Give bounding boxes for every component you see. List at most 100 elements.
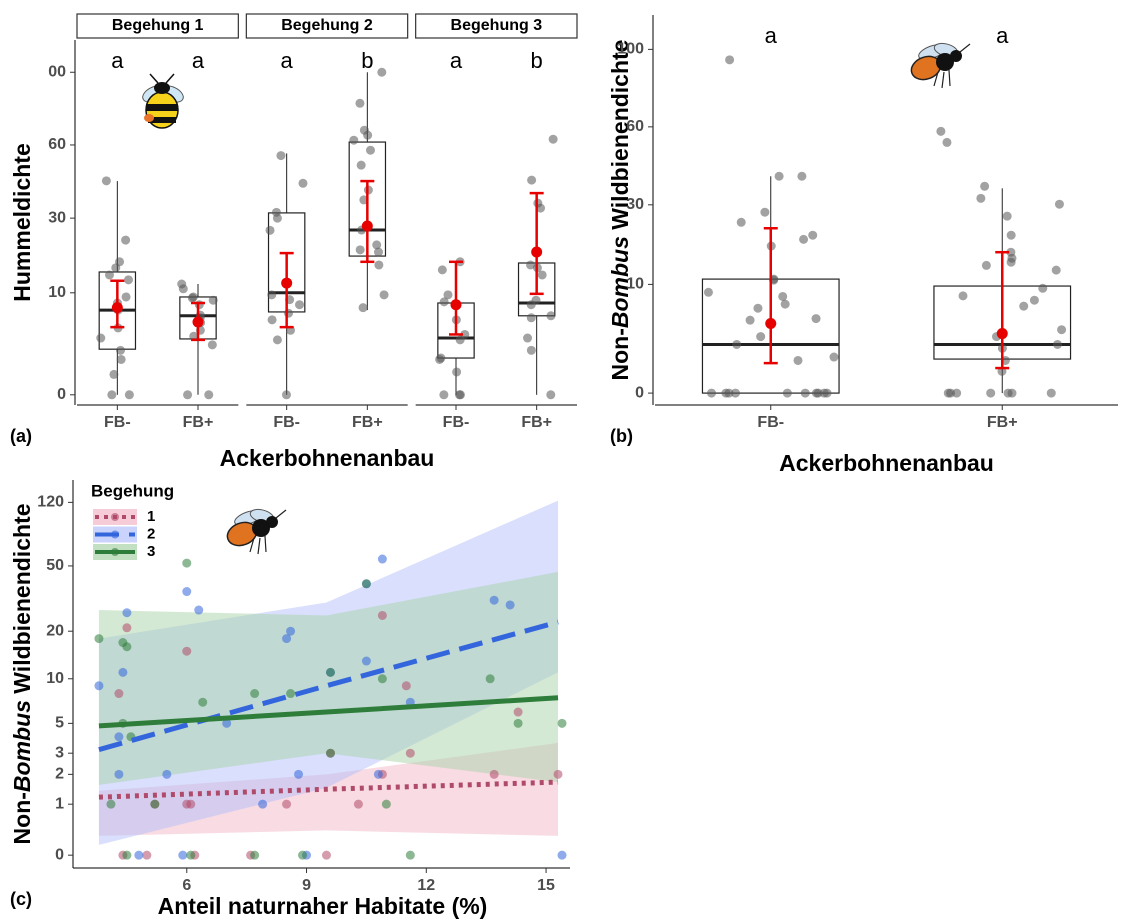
mean-point xyxy=(531,246,543,258)
data-point xyxy=(811,388,821,398)
data-point xyxy=(1003,388,1013,398)
y-tick-label: 30 xyxy=(48,209,66,226)
data-point xyxy=(1054,199,1064,209)
data-point xyxy=(703,287,713,297)
data-point xyxy=(258,799,268,809)
data-point xyxy=(114,732,124,742)
data-point xyxy=(111,263,121,273)
facet-title: Begehung 3 xyxy=(451,17,543,34)
mean-point xyxy=(111,302,123,314)
legend-dot xyxy=(111,530,119,539)
significance-letter: a xyxy=(192,48,205,73)
legend-label: 2 xyxy=(147,525,155,542)
data-point xyxy=(548,134,558,144)
data-point xyxy=(294,769,304,779)
data-point xyxy=(204,390,214,400)
y-axis-title-part: Non- xyxy=(9,792,35,844)
data-point xyxy=(725,55,735,65)
data-point xyxy=(355,98,365,108)
data-point xyxy=(250,850,260,860)
data-point xyxy=(116,345,126,355)
data-point xyxy=(150,799,160,809)
data-point xyxy=(194,605,204,615)
data-point xyxy=(523,333,533,343)
mean-point xyxy=(450,299,462,311)
data-point xyxy=(377,554,387,564)
significance-letter: a xyxy=(996,23,1009,48)
data-point xyxy=(276,151,286,161)
y-tick-label: 10 xyxy=(48,284,66,301)
y-tick-label: 0 xyxy=(55,846,64,863)
data-point xyxy=(267,315,277,325)
data-point xyxy=(284,308,294,318)
x-tick-label: FB- xyxy=(104,414,131,431)
data-point xyxy=(178,850,188,860)
data-point xyxy=(381,799,391,809)
data-point xyxy=(778,291,788,301)
data-point xyxy=(405,748,415,758)
data-point xyxy=(730,388,740,398)
data-point xyxy=(724,388,734,398)
data-point xyxy=(363,130,373,140)
data-point xyxy=(267,290,277,300)
data-point xyxy=(942,137,952,147)
data-point xyxy=(943,388,953,398)
x-tick-label: 6 xyxy=(182,877,191,894)
data-point xyxy=(358,303,368,313)
x-tick-label: FB+ xyxy=(352,414,383,431)
data-point xyxy=(800,388,810,398)
data-point xyxy=(732,339,742,349)
significance-letter: b xyxy=(531,48,543,73)
x-tick-label: FB- xyxy=(443,414,470,431)
data-point xyxy=(505,600,515,610)
data-point xyxy=(134,850,144,860)
wild-bee-icon xyxy=(910,42,971,89)
data-point xyxy=(527,175,537,185)
data-point xyxy=(116,354,126,364)
data-point xyxy=(1006,257,1016,267)
data-point xyxy=(455,335,465,345)
fit-line xyxy=(98,619,559,753)
data-point xyxy=(936,126,946,136)
y-axis-title-part: Wildbienendichte xyxy=(607,40,633,237)
panel-label: (c) xyxy=(10,889,32,909)
data-point xyxy=(361,579,371,589)
data-point xyxy=(437,265,447,275)
data-point xyxy=(489,595,499,605)
x-tick-label: FB+ xyxy=(987,414,1018,431)
data-point xyxy=(281,390,291,400)
data-point xyxy=(373,769,383,779)
legend-title: Begehung xyxy=(91,481,174,500)
fit-line xyxy=(98,695,559,729)
data-point xyxy=(513,707,523,717)
data-point xyxy=(377,67,387,77)
data-point xyxy=(958,291,968,301)
y-tick-label: 0 xyxy=(57,386,66,403)
x-axis-title: Ackerbohnenanbau xyxy=(220,445,435,471)
data-point xyxy=(443,290,453,300)
x-tick-label: 15 xyxy=(537,877,555,894)
fit-line xyxy=(98,779,559,800)
data-point xyxy=(753,303,763,313)
data-point xyxy=(123,275,133,285)
data-point xyxy=(435,354,445,364)
data-point xyxy=(114,769,124,779)
data-point xyxy=(1051,265,1061,275)
mean-point xyxy=(361,220,373,232)
panel-label: (b) xyxy=(610,426,633,446)
bumblebee-icon xyxy=(142,73,184,129)
data-point xyxy=(325,667,335,677)
data-point xyxy=(986,388,996,398)
data-point xyxy=(121,292,131,302)
x-axis-title: Anteil naturnaher Habitate (%) xyxy=(158,893,488,919)
data-point xyxy=(106,799,116,809)
confidence-band xyxy=(98,571,559,785)
data-point xyxy=(526,300,536,310)
data-point xyxy=(1057,325,1067,335)
y-axis-title-part: Wildbienendichte xyxy=(9,504,35,701)
data-point xyxy=(405,850,415,860)
mean-point xyxy=(996,328,1008,340)
data-point xyxy=(187,293,197,303)
data-point xyxy=(272,213,282,223)
significance-letter: a xyxy=(765,23,778,48)
